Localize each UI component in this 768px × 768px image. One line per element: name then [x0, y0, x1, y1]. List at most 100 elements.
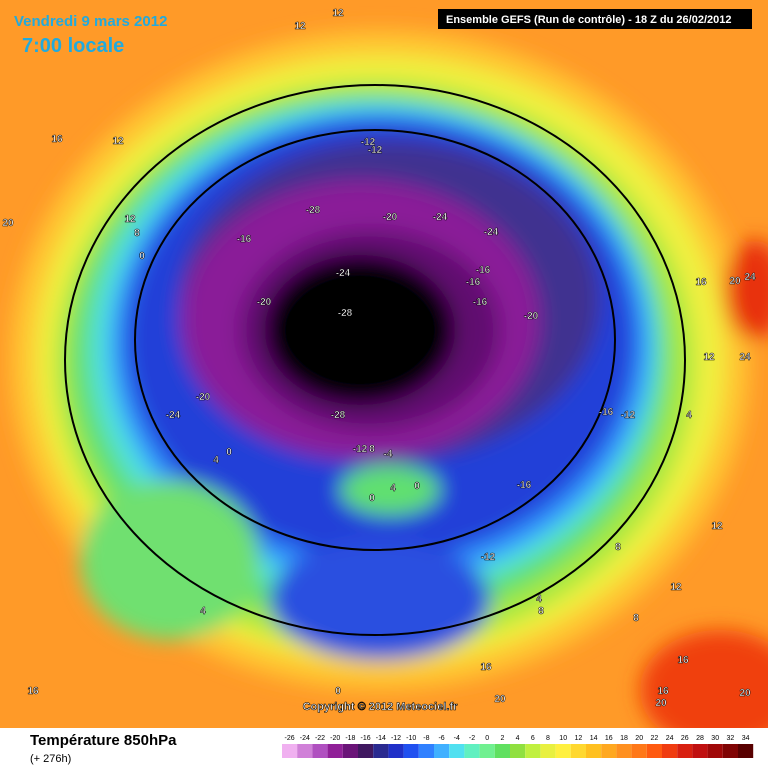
colorbar-swatch: [646, 744, 662, 758]
colorbar-label: 16: [605, 735, 613, 742]
footer: Température 850hPa (+ 276h) -26 -24 -22 -20…: [0, 728, 768, 768]
colorbar-label: -4: [454, 735, 460, 742]
colorbar-swatch: [297, 744, 313, 758]
contour-label: 24: [744, 272, 756, 283]
contour-label: 0: [369, 493, 375, 504]
contour-label: 12: [332, 8, 344, 19]
colorbar-swatch: [403, 744, 419, 758]
colorbar-swatch: [677, 744, 693, 758]
contour-label: 20: [655, 698, 667, 709]
colorbar-swatch: [494, 744, 510, 758]
lead-time: (+ 276h): [30, 753, 71, 765]
contour-label: 20: [729, 276, 741, 287]
contour-label: 4: [390, 483, 396, 494]
colorbar-swatch: [510, 744, 526, 758]
contour-label: -20: [196, 392, 211, 403]
contour-line: [64, 84, 686, 636]
contour-label: -28: [331, 410, 346, 421]
contour-label: 0: [414, 481, 420, 492]
contour-label: -20: [383, 212, 398, 223]
colorbar-label: -6: [438, 735, 444, 742]
run-box: [438, 9, 752, 29]
colorbar-swatch: [464, 744, 480, 758]
colorbar-label: 32: [727, 735, 735, 742]
colorbar-swatch: [540, 744, 556, 758]
colorbar-label: 30: [711, 735, 719, 742]
colorbar-label: 34: [742, 735, 750, 742]
contour-label: -16: [517, 480, 532, 491]
contour-label: -12: [481, 552, 496, 563]
colorbar-label: -16: [361, 735, 371, 742]
colorbar-swatch: [601, 744, 617, 758]
colorbar-label: -24: [300, 735, 310, 742]
contour-label: 24: [739, 352, 751, 363]
colorbar-label: 12: [575, 735, 583, 742]
run-info: Ensemble GEFS (Run de contrôle) - 18 Z d…: [446, 14, 731, 26]
contour-label: 12: [703, 352, 715, 363]
contour-label: 16: [480, 662, 492, 673]
contour-label: 8: [633, 613, 639, 624]
contour-label: 20: [739, 688, 751, 699]
colorbar-swatch: [449, 744, 465, 758]
colorbar-swatch: [707, 744, 723, 758]
contour-label: -24: [433, 212, 448, 223]
contour-label: -28: [338, 308, 353, 319]
colorbar-swatch: [738, 744, 754, 758]
copyright: Copyright © 2012 Meteociel.fr: [303, 701, 459, 713]
colorbar-swatch: [722, 744, 738, 758]
contour-label: 12: [112, 136, 124, 147]
colorbar-label: 8: [546, 735, 550, 742]
colorbar-swatch: [662, 744, 678, 758]
contour-label: -16: [466, 277, 481, 288]
contour-label: -16: [599, 407, 614, 418]
contour-label: 16: [27, 686, 39, 697]
contour-label: -24: [336, 268, 351, 279]
colorbar-label: 4: [516, 735, 520, 742]
colorbar-swatch: [570, 744, 586, 758]
contour-label: 0: [335, 686, 341, 697]
colorbar-label: -2: [469, 735, 475, 742]
colorbar-label: -26: [285, 735, 295, 742]
colorbar-label: -20: [330, 735, 340, 742]
colorbar-label: -10: [406, 735, 416, 742]
contour-label: -16: [476, 265, 491, 276]
colorbar-swatch: [525, 744, 541, 758]
contour-label: 4: [200, 606, 206, 617]
colorbar-swatch: [616, 744, 632, 758]
colorbar-swatch: [373, 744, 389, 758]
field-title: Température 850hPa: [30, 732, 177, 749]
colorbar-label: -8: [423, 735, 429, 742]
contour-label: 0: [139, 251, 145, 262]
colorbar-label: 0: [485, 735, 489, 742]
contour-label: -16: [237, 234, 252, 245]
colorbar-swatch: [388, 744, 404, 758]
colorbar-swatch: [282, 744, 298, 758]
colorbar-swatch: [479, 744, 495, 758]
colorbar-swatch: [434, 744, 450, 758]
contour-label: 8: [134, 228, 140, 239]
colorbar-swatch: [555, 744, 571, 758]
temperature-field: [10, 30, 768, 728]
contour-label: 16: [695, 277, 707, 288]
colorbar-swatch: [631, 744, 647, 758]
colorbar-label: 22: [651, 735, 659, 742]
colorbar-swatch: [418, 744, 434, 758]
colorbar-label: -12: [391, 735, 401, 742]
colorbar-swatch: [327, 744, 343, 758]
time: 7:00 locale: [22, 35, 124, 57]
contour-label: 16: [657, 686, 669, 697]
contour-label: -12: [361, 137, 376, 148]
contour-label: 12: [124, 214, 136, 225]
contour-label: -12: [621, 410, 636, 421]
contour-label: -4: [384, 449, 393, 460]
contour-label: -16: [473, 297, 488, 308]
contour-label: 20: [494, 694, 506, 705]
colorbar-swatch: [312, 744, 328, 758]
colorbar-label: -18: [345, 735, 355, 742]
colorbar-swatch: [692, 744, 708, 758]
contour-label: 4: [213, 455, 219, 466]
colorbar-label: 14: [590, 735, 598, 742]
contour-label: 20: [2, 218, 14, 229]
colorbar-label: 18: [620, 735, 628, 742]
